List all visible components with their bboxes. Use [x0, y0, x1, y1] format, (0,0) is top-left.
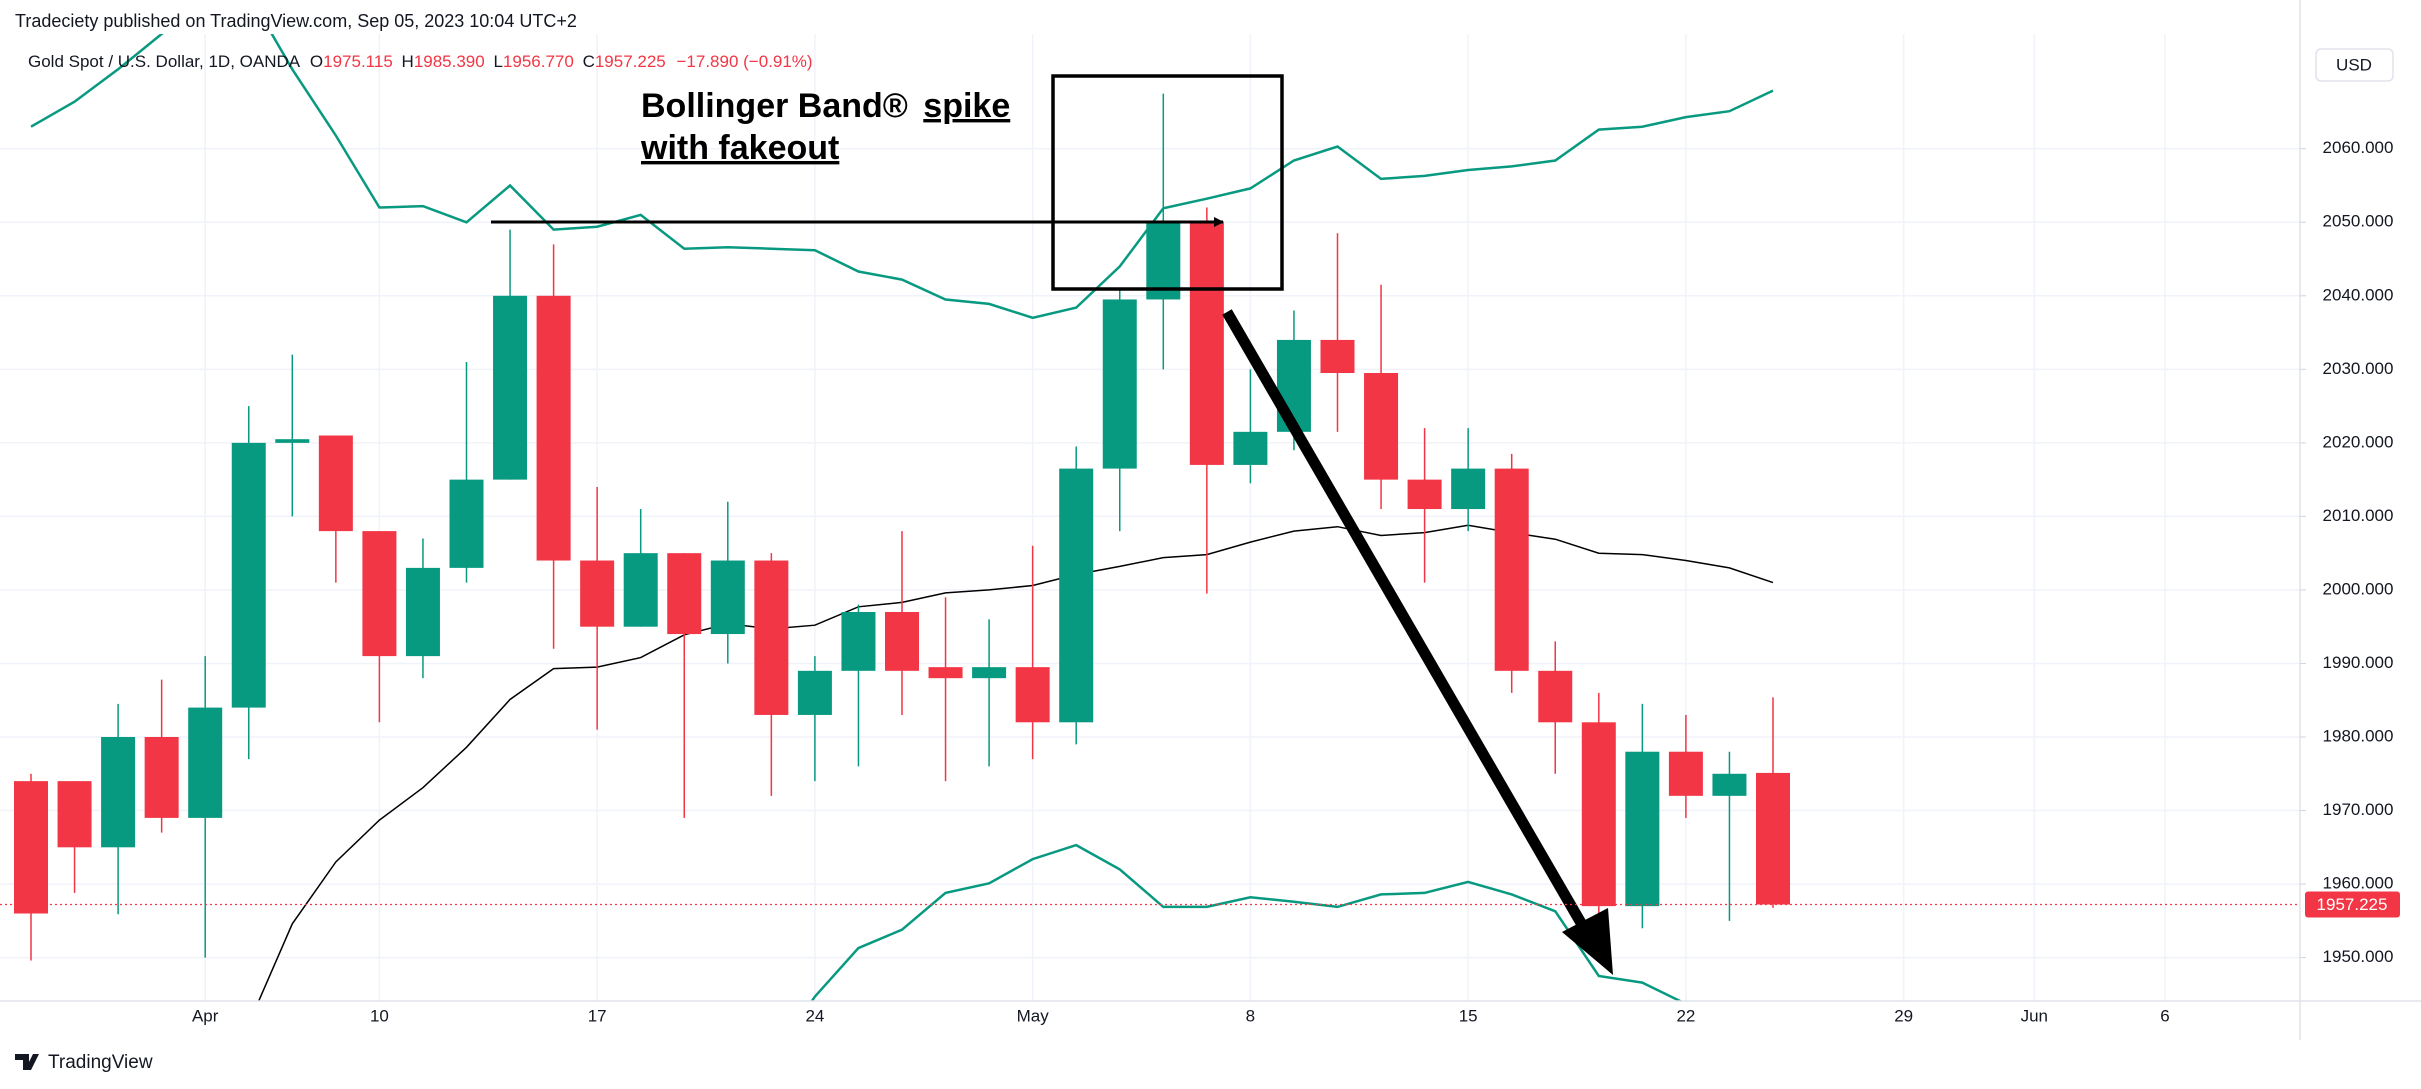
- legend-value: 1956.770: [503, 52, 574, 71]
- candle-body: [667, 553, 702, 635]
- candle-body: [1407, 479, 1442, 510]
- y-tick-label: 1960.000: [2323, 874, 2394, 893]
- x-tick-label: 15: [1459, 1006, 1478, 1025]
- y-tick-label: 1990.000: [2323, 653, 2394, 672]
- candle-body: [797, 670, 832, 715]
- candle-body: [1320, 339, 1355, 374]
- logo-text: TradingView: [48, 1052, 153, 1073]
- y-tick-label: 1950.000: [2323, 947, 2394, 966]
- y-tick-label: 1980.000: [2323, 726, 2394, 745]
- x-tick-label: 6: [2160, 1006, 2169, 1025]
- x-tick-label: May: [1017, 1006, 1050, 1025]
- x-tick-label: 24: [805, 1006, 824, 1025]
- y-tick-label: 2060.000: [2323, 138, 2394, 157]
- fall-arrow-head: [1562, 908, 1613, 975]
- candle-body: [57, 781, 92, 848]
- candle-body: [1581, 722, 1616, 907]
- legend: Gold Spot / U.S. Dollar, 1D, OANDA O1975…: [28, 52, 813, 71]
- legend-value: 1975.115: [323, 52, 393, 71]
- candle-body: [449, 479, 484, 568]
- candle-body: [972, 667, 1007, 679]
- candle-body: [101, 737, 136, 848]
- candle-body: [1364, 373, 1399, 480]
- y-tick-label: 2030.000: [2323, 359, 2394, 378]
- y-tick-label: 2040.000: [2323, 285, 2394, 304]
- legend-value: 1957.225: [595, 52, 666, 71]
- last-price-label: 1957.225: [2317, 895, 2388, 914]
- plot-area: [14, 34, 1790, 1001]
- highlight-box: [1051, 74, 1284, 291]
- candle-body: [1189, 222, 1224, 465]
- candle-body: [1015, 667, 1050, 723]
- candle-body: [1059, 468, 1094, 723]
- candle-body: [623, 553, 658, 627]
- logo-mark: [15, 1054, 39, 1070]
- candle-body: [1233, 431, 1268, 465]
- candle-body: [14, 781, 48, 914]
- bollinger-middle: [257, 524, 1774, 1001]
- legend-letter: O: [310, 52, 323, 71]
- legend-letter: C: [583, 52, 595, 71]
- y-tick-label: 2050.000: [2323, 212, 2394, 231]
- y-tick-label: 1970.000: [2323, 800, 2394, 819]
- x-tick-label: 29: [1894, 1006, 1913, 1025]
- legend-symbol: Gold Spot / U.S. Dollar, 1D, OANDA: [28, 52, 301, 71]
- candle-body: [1494, 468, 1529, 671]
- x-tick-label: 8: [1246, 1006, 1255, 1025]
- candle-body: [885, 611, 919, 671]
- y-tick-label: 2020.000: [2323, 432, 2394, 451]
- annotation-text: spike: [923, 87, 1010, 125]
- logo: TradingView: [15, 1052, 153, 1073]
- x-tick-label: 22: [1676, 1006, 1695, 1025]
- header: Tradeciety published on TradingView.com,…: [15, 11, 577, 31]
- candle-body: [710, 560, 745, 635]
- candle-body: [1712, 773, 1747, 796]
- candle-body: [580, 560, 615, 627]
- candle-body: [1451, 468, 1486, 510]
- bollinger-upper: [30, 34, 1774, 320]
- legend-value: 1985.390: [414, 52, 485, 71]
- candle-body: [493, 295, 528, 480]
- x-tick-label: Apr: [192, 1006, 219, 1025]
- x-tick-label: 17: [588, 1006, 607, 1025]
- candle-body: [928, 667, 963, 679]
- candle-body: [144, 737, 179, 818]
- candle-body: [1668, 751, 1703, 796]
- candle-body: [1146, 222, 1181, 300]
- currency[interactable]: USD: [2336, 55, 2372, 74]
- fall-arrow: [1222, 309, 1593, 938]
- legend-letter: H: [402, 52, 414, 71]
- currency-box[interactable]: [2315, 48, 2394, 82]
- candle-body: [318, 435, 353, 532]
- annotation-text: with fakeout: [640, 129, 839, 167]
- annotation-text: Bollinger Band®: [641, 87, 908, 125]
- candle-body: [536, 295, 571, 561]
- x-tick-label: Jun: [2021, 1006, 2048, 1025]
- candle-body: [405, 567, 440, 657]
- candle-body: [275, 439, 310, 443]
- candle-body: [754, 560, 789, 715]
- legend-change: −17.890 (−0.91%): [676, 52, 812, 71]
- bollinger-lower: [810, 843, 1683, 1001]
- candle-body: [1102, 299, 1137, 469]
- x-tick-label: 10: [370, 1006, 389, 1025]
- candle-body: [362, 531, 397, 657]
- candle-body: [1538, 670, 1573, 723]
- candle-body: [188, 707, 223, 818]
- candle-body: [1625, 751, 1660, 907]
- candle-body: [841, 611, 876, 671]
- y-tick-label: 2000.000: [2323, 579, 2394, 598]
- y-tick-label: 2010.000: [2323, 506, 2394, 525]
- last-price-box: [2305, 891, 2400, 918]
- candle-body: [1756, 772, 1790, 905]
- legend-letter: L: [493, 52, 502, 71]
- candle-body: [231, 442, 266, 708]
- annotation: Bollinger Band® spike: [641, 87, 1010, 125]
